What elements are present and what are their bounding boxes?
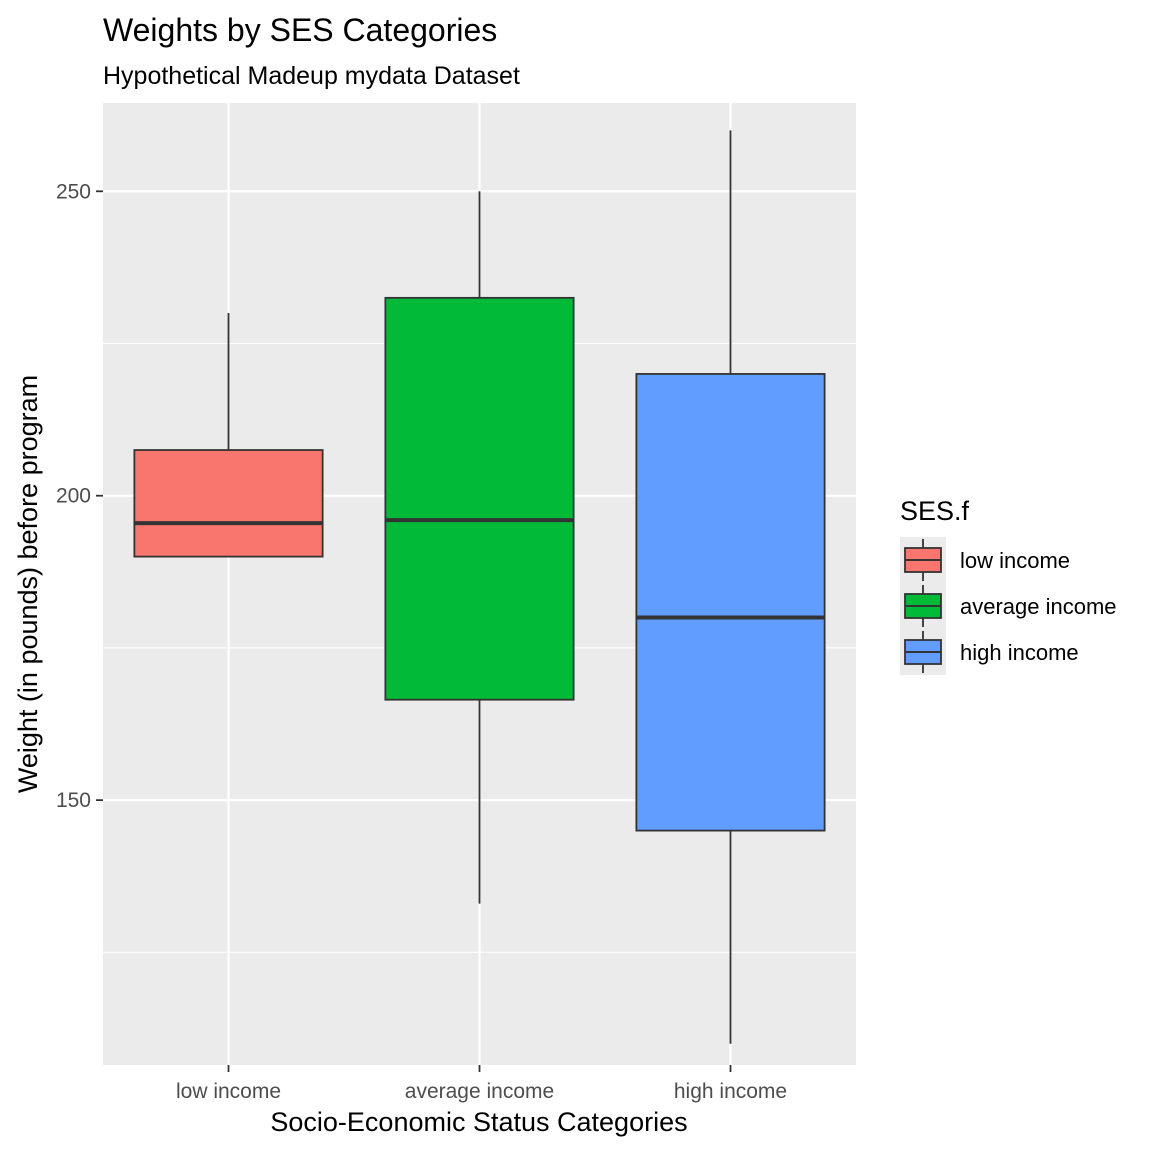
x-axis: low income average income high income xyxy=(176,1065,787,1103)
box-low-income xyxy=(133,313,324,558)
legend-item-low-income: low income xyxy=(900,537,1070,583)
legend: SES.f low income average income high incom… xyxy=(900,496,1117,675)
box-iqr xyxy=(384,296,575,701)
x-axis-title: Socio-Economic Status Categories xyxy=(270,1107,687,1137)
chart-title: Weights by SES Categories xyxy=(103,12,497,48)
x-tick-label-1: average income xyxy=(405,1080,554,1103)
legend-label: average income xyxy=(960,594,1117,619)
legend-label: low income xyxy=(960,548,1070,573)
legend-title: SES.f xyxy=(900,496,970,526)
box-high-income xyxy=(635,130,826,1044)
box-average-income xyxy=(384,191,575,904)
legend-item-average-income: average income xyxy=(900,583,1117,629)
x-tick-label-2: high income xyxy=(674,1080,787,1103)
y-tick-label-150: 150 xyxy=(56,789,91,812)
chart-subtitle: Hypothetical Madeup mydata Dataset xyxy=(103,62,520,90)
legend-item-high-income: high income xyxy=(900,629,1079,675)
boxes xyxy=(133,130,826,1044)
box-iqr xyxy=(133,449,324,558)
x-tick-label-0: low income xyxy=(176,1080,281,1103)
y-axis-title: Weight (in pounds) before program xyxy=(13,375,43,793)
y-axis: 150 200 250 xyxy=(56,180,103,812)
y-tick-label-250: 250 xyxy=(56,180,91,203)
y-tick-label-200: 200 xyxy=(56,485,91,508)
box-iqr xyxy=(635,373,826,832)
legend-label: high income xyxy=(960,640,1079,665)
